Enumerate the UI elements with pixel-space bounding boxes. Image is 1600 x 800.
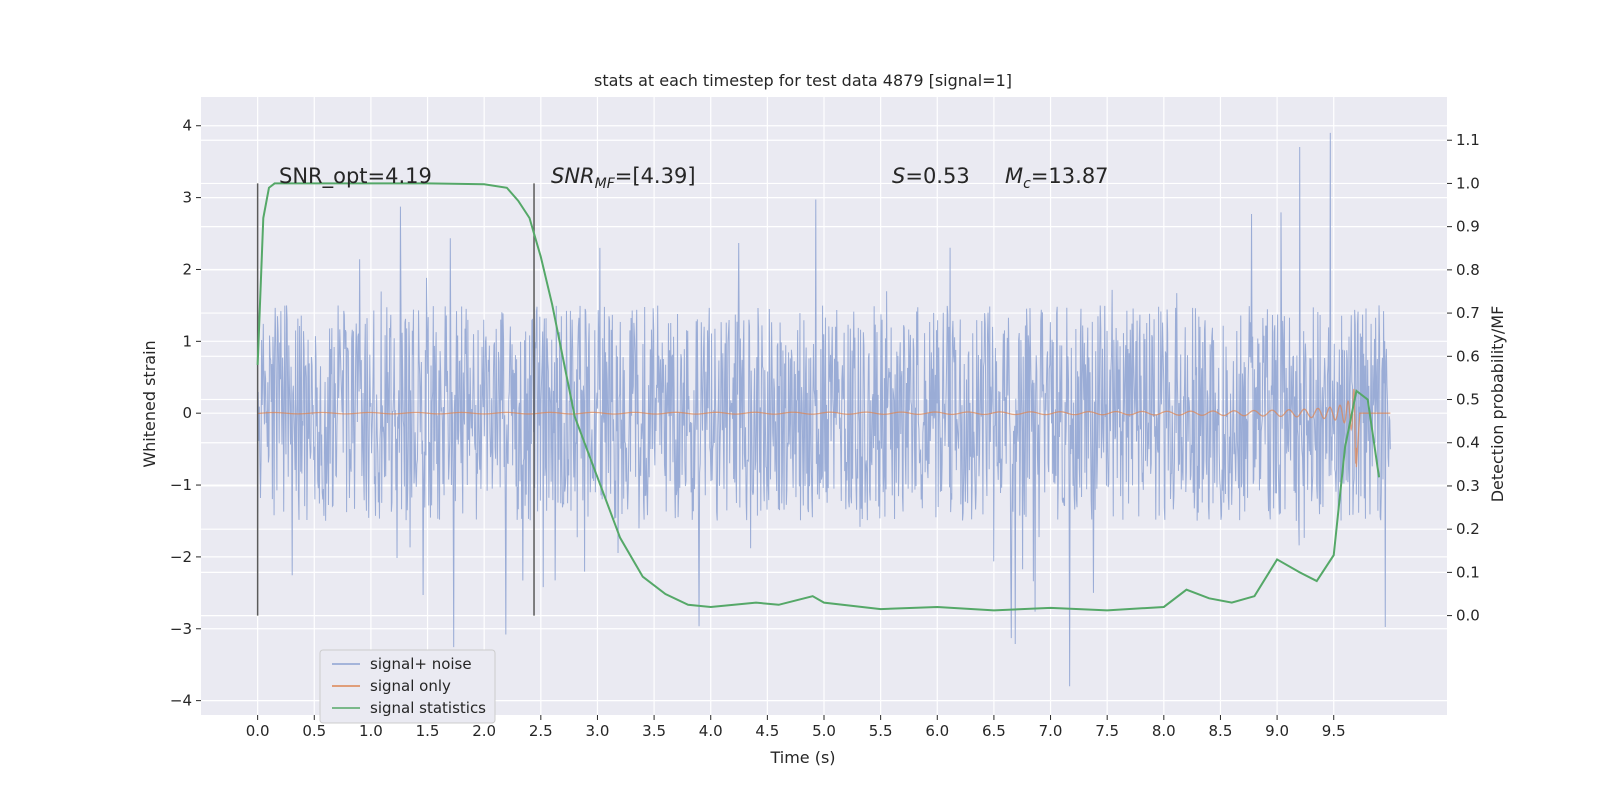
annotations: SNR_opt=4.19 SNRMF=[4.39] S=0.53 Mc=13.8…	[279, 164, 1109, 192]
y2-axis-label: Detection probability/MF	[1488, 306, 1507, 503]
x-tick-label: 4.5	[755, 722, 779, 740]
y-tick-label: −3	[170, 620, 192, 638]
y2-tick-label: 1.1	[1456, 131, 1480, 149]
annotation-snr-mf-sub: MF	[595, 176, 616, 192]
x-tick-label: 4.0	[699, 722, 723, 740]
signal-line	[257, 388, 1391, 468]
y2-tick-label: 0.2	[1456, 520, 1480, 538]
y-tick-label: 1	[182, 332, 192, 350]
x-tick-label: 0.0	[246, 722, 270, 740]
annotation-snr-mf-label: SNR	[551, 164, 595, 188]
y2-tick-label: 0.8	[1456, 261, 1480, 279]
y2-tick-label: 0.0	[1456, 607, 1480, 625]
annotation-snr-opt: SNR_opt=4.19	[279, 164, 432, 189]
x-tick-label: 3.5	[642, 722, 666, 740]
y2-tick-label: 0.3	[1456, 477, 1480, 495]
annotation-mc-label: M	[1005, 164, 1023, 188]
legend-label-noise: signal+ noise	[370, 655, 472, 673]
x-tick-label: 9.5	[1322, 722, 1346, 740]
y2-tick-label: 0.5	[1456, 391, 1480, 409]
legend: signal+ noise signal only signal statist…	[319, 649, 496, 724]
y-tick-label: 0	[182, 404, 192, 422]
y2-tick-label: 0.4	[1456, 434, 1480, 452]
y-tick-label: 3	[182, 189, 192, 207]
y-axis-label: Whitened strain	[140, 340, 159, 467]
legend-label-signal: signal only	[370, 677, 451, 695]
x-tick-label: 8.5	[1209, 722, 1233, 740]
x-tick-label: 1.5	[416, 722, 440, 740]
annotation-s: S=0.53	[892, 164, 970, 188]
x-tick-label: 2.5	[529, 722, 553, 740]
legend-label-stats: signal statistics	[370, 699, 486, 717]
noise-line	[257, 132, 1391, 687]
x-tick-label: 7.5	[1095, 722, 1119, 740]
y2-tick-label: 0.6	[1456, 347, 1480, 365]
signal-series	[257, 388, 1391, 468]
vertical-markers	[256, 183, 535, 616]
annotation-s-value: =0.53	[905, 164, 969, 188]
stats-line	[256, 182, 1381, 612]
y-tick-label: −1	[170, 476, 192, 494]
x-axis-label: Time (s)	[769, 748, 835, 767]
y-tick-label: −2	[170, 548, 192, 566]
chart-title: stats at each timestep for test data 487…	[594, 71, 1012, 90]
y2-tick-label: 0.7	[1456, 304, 1480, 322]
x-tick-label: 9.0	[1265, 722, 1289, 740]
annotation-mc-value: =13.87	[1031, 164, 1109, 188]
y2-tick-label: 0.1	[1456, 563, 1480, 581]
y-tick-label: 2	[182, 260, 192, 278]
annotation-snr-mf: SNRMF=[4.39]	[551, 164, 696, 192]
x-tick-label: 6.5	[982, 722, 1006, 740]
noise-series	[257, 132, 1391, 687]
annotation-s-label: S	[892, 164, 905, 188]
x-tick-label: 2.0	[472, 722, 496, 740]
annotation-snr-mf-value: =[4.39]	[615, 164, 696, 188]
annotation-mc-sub: c	[1023, 176, 1031, 192]
x-tick-label: 5.5	[869, 722, 893, 740]
y2-tick-label: 1.0	[1456, 174, 1480, 192]
x-tick-label: 5.0	[812, 722, 836, 740]
axes: 0.0 0.5 1.0 1.5 2.0 2.5 3.0 3.5 4.0 4.5 5.0 5.5 6.0 6…	[170, 117, 1480, 740]
y-tick-label: 4	[182, 117, 192, 135]
annotation-mc: Mc=13.87	[1005, 164, 1109, 192]
x-tick-label: 1.0	[359, 722, 383, 740]
x-tick-label: 0.5	[302, 722, 326, 740]
statistics-series	[256, 182, 1381, 612]
y2-tick-label: 0.9	[1456, 218, 1480, 236]
x-tick-label: 6.0	[925, 722, 949, 740]
x-tick-label: 8.0	[1152, 722, 1176, 740]
legend-box	[319, 649, 496, 724]
x-tick-label: 7.0	[1039, 722, 1063, 740]
y-tick-label: −4	[170, 692, 192, 710]
x-tick-label: 3.0	[586, 722, 610, 740]
